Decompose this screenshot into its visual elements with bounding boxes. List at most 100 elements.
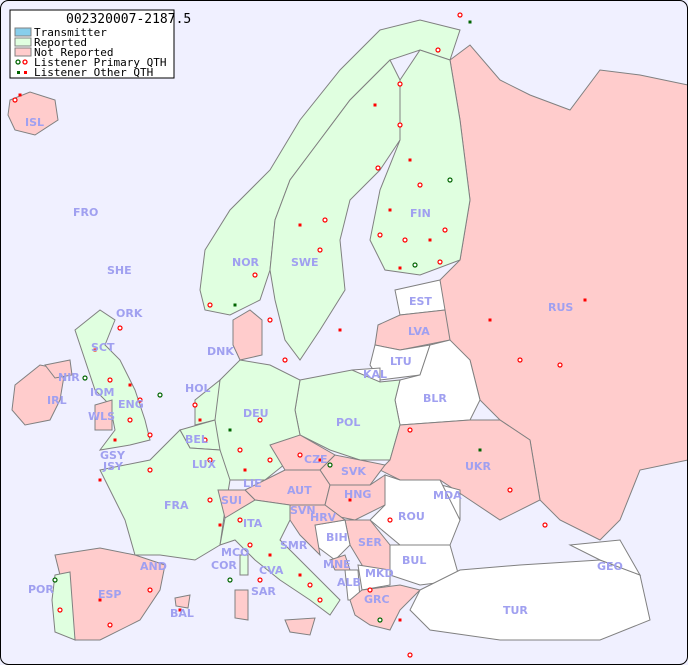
- country-label-sct: SCT: [91, 341, 115, 354]
- country-label-cva: CVA: [259, 564, 284, 577]
- country-label-swe: SWE: [291, 256, 319, 269]
- listener-primary-qth-marker: [52, 577, 58, 583]
- country-nir: [44, 359, 73, 379]
- country-label-nor: NOR: [232, 256, 260, 269]
- country-label-irl: IRL: [47, 394, 67, 407]
- country-label-sui: SUI: [221, 494, 242, 507]
- listener-primary-qth-marker: [397, 122, 403, 128]
- country-label-deu: DEU: [243, 407, 269, 420]
- country-irl: [11, 364, 66, 426]
- listener-primary-qth-marker: [437, 259, 443, 265]
- country-label-aut: AUT: [287, 484, 312, 497]
- country-label-est: EST: [409, 295, 432, 308]
- listener-primary-qth-marker: [457, 12, 463, 18]
- legend-label-primary-qth: Listener Primary QTH: [34, 56, 166, 69]
- country-label-sar: SAR: [251, 585, 276, 598]
- country-cor: [239, 554, 249, 576]
- listener-primary-qth-marker: [207, 457, 213, 463]
- legend-other-red-icon: [24, 71, 27, 74]
- country-label-smr: SMR: [280, 539, 308, 552]
- legend-label-not-reported: Not Reported: [34, 46, 113, 59]
- listener-primary-qth-marker: [202, 437, 208, 443]
- listener-primary-qth-marker: [297, 452, 303, 458]
- listener-primary-qth-marker: [147, 432, 153, 438]
- country-label-por: POR: [28, 583, 54, 596]
- legend-swatch-transmitter: [14, 27, 32, 37]
- listener-primary-qth-marker: [237, 447, 243, 453]
- country-dnk: [232, 309, 263, 361]
- listener-primary-qth-marker: [147, 467, 153, 473]
- listener-primary-qth-marker: [367, 587, 373, 593]
- country-label-cze: CZE: [304, 453, 328, 466]
- legend-primary-green-icon: [15, 59, 21, 65]
- listener-primary-qth-marker: [207, 302, 213, 308]
- country-label-wls: WLS: [88, 410, 115, 423]
- listener-other-qth-marker: [98, 478, 102, 482]
- country-label-alb: ALB: [337, 576, 361, 589]
- country-sicily: [284, 617, 316, 636]
- listener-other-qth-marker: [18, 93, 22, 97]
- listener-other-qth-marker: [268, 553, 272, 557]
- country-label-tur: TUR: [503, 604, 528, 617]
- legend-other-green-icon: [17, 71, 20, 74]
- country-label-grc: GRC: [364, 593, 390, 606]
- country-tur: [409, 559, 651, 641]
- countries: [7, 19, 688, 641]
- listener-primary-qth-marker: [407, 652, 413, 658]
- listener-other-qth-marker: [488, 318, 492, 322]
- listener-other-qth-marker: [478, 448, 482, 452]
- country-label-esp: ESP: [98, 588, 122, 601]
- listener-primary-qth-marker: [237, 517, 243, 523]
- legend: 002320007-2187.5 Transmitter Reported No…: [9, 9, 191, 79]
- country-label-hrv: HRV: [310, 511, 337, 524]
- country-label-fro: FRO: [73, 206, 98, 219]
- listener-other-qth-marker: [348, 498, 352, 502]
- listener-primary-qth-marker: [227, 577, 233, 583]
- legend-label-reported: Reported: [34, 36, 87, 49]
- country-label-dnk: DNK: [207, 345, 234, 358]
- country-label-bul: BUL: [402, 554, 426, 567]
- listener-primary-qth-marker: [147, 587, 153, 593]
- legend-box: [9, 9, 175, 79]
- country-label-jsy: JSY: [102, 460, 124, 473]
- country-bal: [174, 594, 191, 609]
- country-label-lva: LVA: [408, 325, 430, 338]
- listener-other-qth-marker: [233, 303, 237, 307]
- listener-primary-qth-marker: [557, 362, 563, 368]
- listener-primary-qth-marker: [417, 182, 423, 188]
- listener-other-qth-marker: [228, 428, 232, 432]
- listener-primary-qth-marker: [397, 81, 403, 87]
- listener-other-qth-marker: [128, 383, 132, 387]
- listener-other-qth-marker: [93, 348, 97, 352]
- listener-primary-qth-marker: [127, 417, 133, 423]
- country-label-lux: LUX: [192, 458, 217, 471]
- listener-primary-qth-marker: [267, 317, 273, 323]
- listener-other-qth-marker: [468, 20, 472, 24]
- listener-other-qth-marker: [178, 608, 182, 612]
- country-isl: [7, 91, 59, 136]
- listener-other-qth-marker: [373, 103, 377, 107]
- listener-primary-qth-marker: [517, 357, 523, 363]
- listener-primary-qth-marker: [257, 577, 263, 583]
- listener-primary-qth-marker: [542, 522, 548, 528]
- listener-primary-qth-marker: [57, 607, 63, 613]
- country-label-fin: FIN: [410, 207, 431, 220]
- listener-primary-qth-marker: [267, 457, 273, 463]
- listener-other-qth-marker: [583, 298, 587, 302]
- legend-primary-red-icon: [22, 59, 28, 65]
- country-label-rou: ROU: [398, 510, 425, 523]
- country-fra: [99, 429, 231, 561]
- listener-primary-qth-marker: [327, 462, 333, 468]
- listener-primary-qth-marker: [257, 417, 263, 423]
- country-grc: [349, 584, 421, 631]
- country-label-bel: BEL: [185, 433, 208, 446]
- country-label-mne: MNE: [323, 558, 351, 571]
- listener-primary-qth-marker: [377, 232, 383, 238]
- listener-other-qth-marker: [113, 438, 117, 442]
- country-label-ork: ORK: [116, 307, 143, 320]
- listener-other-qth-marker: [398, 266, 402, 270]
- country-label-she: SHE: [107, 264, 132, 277]
- listener-primary-qth-marker: [402, 237, 408, 243]
